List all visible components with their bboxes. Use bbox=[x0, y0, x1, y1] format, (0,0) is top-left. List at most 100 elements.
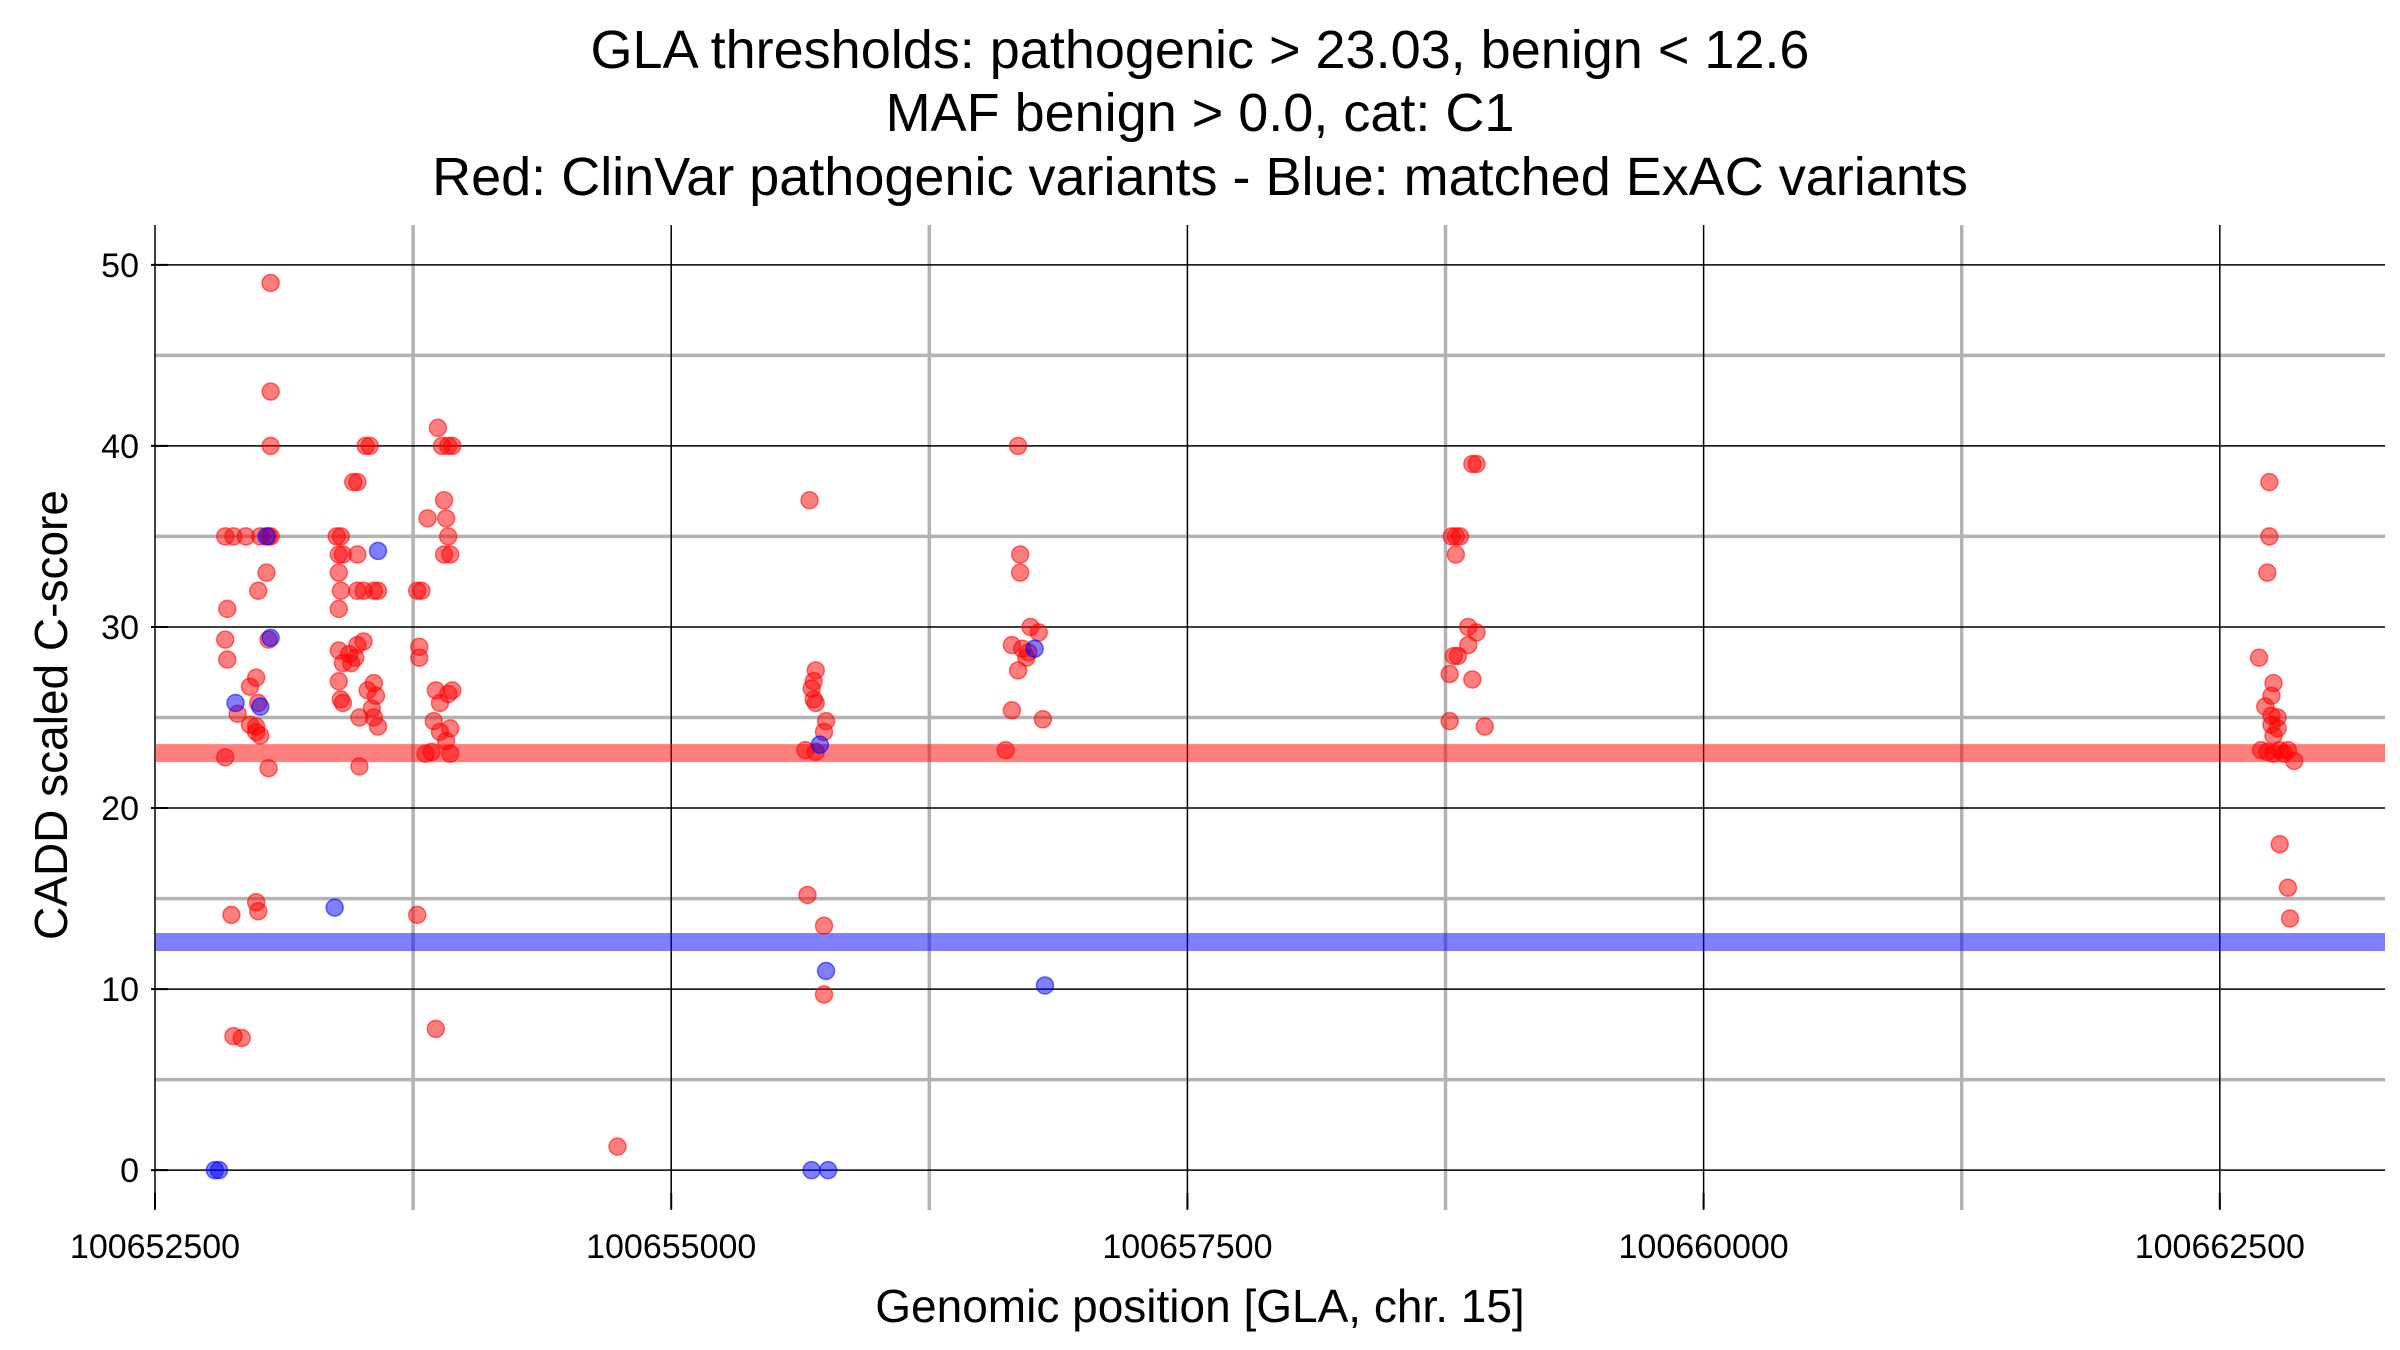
y-axis-title: CADD scaled C-score bbox=[25, 490, 77, 940]
pathogenic-point-116 bbox=[1033, 710, 1053, 729]
benign-point-8 bbox=[802, 1160, 821, 1180]
title-line-2: MAF benign > 0.0, cat: C1 bbox=[886, 83, 1515, 143]
pathogenic-point-68 bbox=[418, 509, 437, 528]
pathogenic-point-25 bbox=[222, 905, 241, 925]
x-tick-label-4: 100662500 bbox=[2135, 1228, 2305, 1266]
y-tick-label-2: 20 bbox=[101, 790, 139, 828]
axes: 0 10 20 30 40 50 100652500 100655000 100657500 10… bbox=[70, 247, 2305, 1266]
y-tick-label-4: 40 bbox=[101, 428, 139, 466]
pathogenic-point-129 bbox=[1440, 664, 1459, 684]
chart-title: GLA thresholds: pathogenic > 23.03, beni… bbox=[432, 20, 1968, 207]
pathogenic-point-22 bbox=[261, 273, 280, 293]
pathogenic-point-46 bbox=[348, 545, 367, 564]
pathogenic-point-97 bbox=[806, 693, 825, 713]
pathogenic-point-131 bbox=[1440, 711, 1459, 731]
pathogenic-point-34 bbox=[329, 563, 349, 582]
pathogenic-point-117 bbox=[996, 740, 1015, 760]
pathogenic-point-153 bbox=[2278, 878, 2298, 897]
pathogenic-point-13 bbox=[240, 677, 260, 696]
pathogenic-point-65 bbox=[412, 581, 431, 601]
pathogenic-point-132 bbox=[1475, 717, 1494, 736]
pathogenic-point-135 bbox=[2258, 563, 2277, 582]
threshold-lines bbox=[155, 744, 2385, 952]
pathogenic-point-75 bbox=[438, 527, 458, 546]
pathogenic-point-21 bbox=[259, 758, 278, 778]
benign-point-4 bbox=[251, 697, 270, 716]
x-tick-label-1: 100655000 bbox=[586, 1228, 756, 1266]
pathogenic-point-8 bbox=[218, 650, 237, 669]
y-tick-label-0: 0 bbox=[120, 1152, 139, 1190]
pathogenic-point-115 bbox=[1002, 701, 1022, 720]
pathogenic-point-91 bbox=[608, 1137, 627, 1156]
pathogenic-point-20 bbox=[215, 748, 235, 767]
x-axis-title: Genomic position [GLA, chr. 15] bbox=[875, 1280, 1524, 1332]
data-points bbox=[205, 273, 2304, 1180]
pathogenic-point-18 bbox=[246, 717, 266, 736]
benign-point-7 bbox=[325, 898, 344, 917]
benign-point-6 bbox=[368, 541, 388, 561]
y-tick-label-1: 10 bbox=[101, 971, 139, 1009]
pathogenic-point-36 bbox=[329, 599, 349, 619]
pathogenic-point-133 bbox=[2260, 472, 2279, 492]
pathogenic-point-7 bbox=[215, 630, 235, 649]
pathogenic-point-23 bbox=[261, 382, 280, 401]
pathogenic-point-9 bbox=[257, 563, 276, 582]
benign-point-9 bbox=[818, 1160, 838, 1180]
x-tick-label-0: 100652500 bbox=[70, 1228, 240, 1266]
pathogenic-point-130 bbox=[1463, 670, 1482, 689]
pathogenic-point-31 bbox=[331, 527, 351, 546]
pathogenic-point-105 bbox=[1008, 436, 1028, 456]
pathogenic-point-69 bbox=[428, 418, 448, 438]
pathogenic-point-123 bbox=[1467, 454, 1486, 474]
benign-point-3 bbox=[226, 693, 245, 713]
benign-point-1 bbox=[209, 1160, 229, 1180]
pathogenic-point-128 bbox=[1448, 646, 1468, 666]
pathogenic-point-89 bbox=[407, 905, 427, 925]
pathogenic-point-72 bbox=[443, 436, 462, 456]
pathogenic-point-121 bbox=[1446, 545, 1466, 564]
pathogenic-point-55 bbox=[346, 648, 365, 667]
pathogenic-point-152 bbox=[2270, 834, 2289, 854]
pathogenic-point-10 bbox=[248, 581, 268, 601]
grid bbox=[154, 225, 2385, 1210]
pathogenic-point-29 bbox=[232, 1028, 251, 1048]
pathogenic-point-61 bbox=[368, 717, 388, 736]
pathogenic-point-87 bbox=[422, 742, 441, 762]
pathogenic-point-27 bbox=[248, 901, 268, 921]
x-tick-label-2: 100657500 bbox=[1102, 1228, 1272, 1266]
benign-point-2 bbox=[257, 527, 276, 546]
pathogenic-point-52 bbox=[368, 581, 388, 601]
pathogenic-point-24 bbox=[261, 436, 280, 456]
benign-point-5 bbox=[261, 628, 280, 648]
pathogenic-point-6 bbox=[218, 599, 237, 619]
pathogenic-point-114 bbox=[1008, 661, 1028, 680]
title-line-3: Red: ClinVar pathogenic variants - Blue:… bbox=[432, 147, 1968, 207]
pathogenic-point-109 bbox=[1029, 623, 1048, 642]
pathogenic-point-45 bbox=[348, 472, 367, 492]
pathogenic-point-88 bbox=[441, 744, 460, 763]
pathogenic-point-90 bbox=[426, 1019, 446, 1039]
pathogenic-point-35 bbox=[331, 581, 351, 601]
pathogenic-point-103 bbox=[814, 916, 834, 935]
pathogenic-point-41 bbox=[329, 672, 349, 691]
pathogenic-point-77 bbox=[441, 545, 460, 564]
x-tick-label-3: 100660000 bbox=[1619, 1228, 1789, 1266]
pathogenic-point-107 bbox=[1010, 563, 1030, 582]
y-tick-label-3: 30 bbox=[101, 609, 139, 647]
pathogenic-point-63 bbox=[350, 757, 369, 776]
pathogenic-point-67 bbox=[410, 648, 429, 667]
benign-point-12 bbox=[1025, 639, 1044, 658]
pathogenic-point-83 bbox=[443, 681, 462, 700]
benign-point-11 bbox=[816, 961, 836, 981]
pathogenic-point-74 bbox=[436, 509, 456, 528]
benign-point-10 bbox=[810, 735, 830, 754]
pathogenic-point-136 bbox=[2249, 648, 2269, 667]
benign-point-13 bbox=[1035, 976, 1055, 995]
pathogenic-point-43 bbox=[333, 693, 353, 713]
pathogenic-point-48 bbox=[360, 436, 379, 456]
pathogenic-point-54 bbox=[354, 632, 373, 651]
pathogenic-point-102 bbox=[798, 885, 817, 905]
pathogenic-point-134 bbox=[2260, 527, 2279, 546]
pathogenic-point-151 bbox=[2284, 751, 2304, 771]
